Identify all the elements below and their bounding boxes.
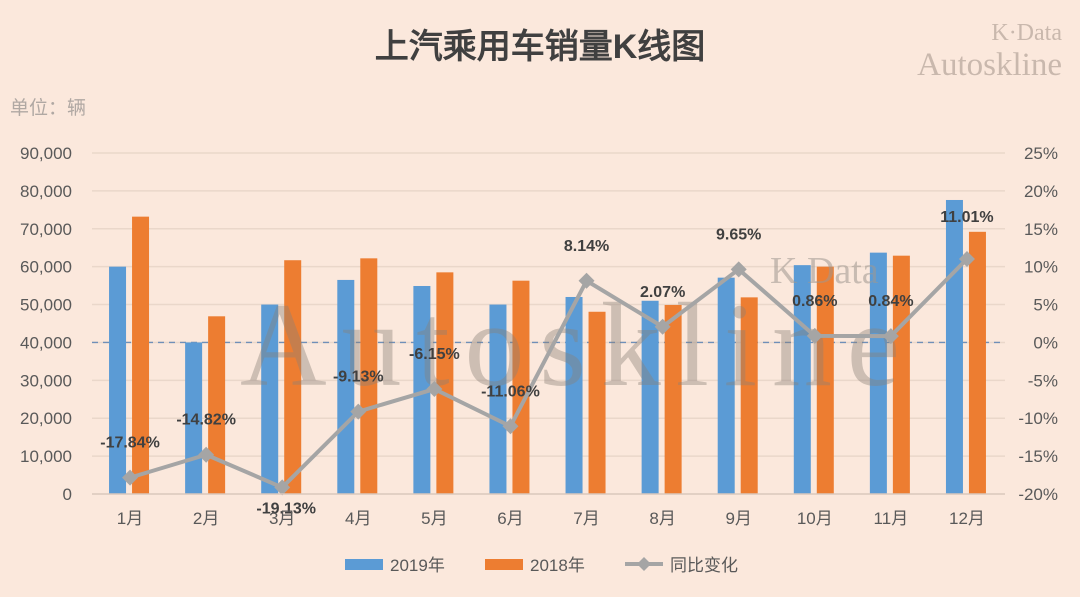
unit-label: 单位：辆: [10, 97, 86, 119]
y-left-tick-label: 40,000: [20, 333, 72, 352]
y-left-tick-label: 70,000: [20, 220, 72, 239]
yoy-line: -17.84% -14.82% -19.13% -9.13% -6.15% -11.06%…: [100, 209, 993, 517]
legend-swatch-2018年: [485, 559, 523, 570]
bar-2019年-1月: [109, 266, 127, 494]
yoy-data-label: 0.86%: [792, 293, 837, 310]
bar-2019年-6月: [489, 304, 507, 494]
yoy-data-label: -14.82%: [176, 412, 236, 429]
x-tick-label: 11月: [874, 509, 909, 528]
yoy-data-label: -6.15%: [409, 346, 460, 363]
x-tick-label: 3月: [269, 509, 295, 528]
yoy-marker-10月: [806, 327, 823, 344]
yoy-marker-1月: [122, 469, 139, 486]
yoy-data-label: 2.07%: [640, 284, 685, 301]
gridlines: [92, 152, 1005, 457]
y-right-tick-label: -15%: [1018, 447, 1058, 466]
y-right-tick-label: -5%: [1028, 371, 1058, 390]
y-left-tick-label: 90,000: [20, 144, 72, 163]
chart-title: 上汽乘用车销量K线图: [375, 28, 706, 66]
y-left-tick-label: 60,000: [20, 258, 72, 277]
y-right-tick-label: 20%: [1024, 182, 1058, 201]
y-left-tick-label: 80,000: [20, 182, 72, 201]
y-left-tick-label: 10,000: [20, 447, 72, 466]
legend-label: 2019年: [390, 556, 445, 575]
axes: 0 10,000 20,000 30,000 40,000 50,000 60,000 70,…: [20, 144, 1058, 528]
watermark-center-kdata: K Data: [770, 250, 879, 292]
yoy-marker-5月: [426, 381, 443, 398]
bars: [109, 199, 986, 495]
yoy-marker-2月: [198, 446, 215, 463]
watermark-corner-autoskline: Autoskline: [917, 47, 1062, 83]
x-tick-label: 10月: [797, 509, 833, 528]
yoy-marker-12月: [958, 251, 975, 268]
yoy-data-label: -9.13%: [333, 369, 384, 386]
y-left-tick-label: 50,000: [20, 296, 72, 315]
yoy-marker-9月: [730, 261, 747, 278]
yoy-data-label: 11.01%: [940, 209, 993, 226]
legend-label: 2018年: [530, 556, 585, 575]
x-tick-label: 2月: [193, 509, 219, 528]
x-tick-label: 5月: [421, 509, 447, 528]
bar-2018年-10月: [816, 266, 834, 494]
y-left-tick-label: 20,000: [20, 409, 72, 428]
bar-2019年-4月: [337, 279, 355, 494]
bar-2019年-11月: [869, 252, 887, 494]
yoy-marker-4月: [350, 403, 367, 420]
yoy-marker-8月: [654, 318, 671, 335]
yoy-marker-6月: [502, 418, 519, 435]
yoy-line-path: [129, 257, 969, 490]
bar-2019年-3月: [261, 304, 279, 494]
legend-swatch-2019年: [345, 559, 383, 570]
bar-2018年-2月: [208, 316, 226, 494]
y-right-tick-label: -10%: [1018, 409, 1058, 428]
y-right-tick-label: 25%: [1024, 144, 1058, 163]
bar-2018年-5月: [436, 272, 454, 494]
yoy-marker-3月: [274, 479, 291, 496]
x-tick-label: 6月: [497, 509, 523, 528]
yoy-data-label: 0.84%: [868, 293, 913, 310]
legend-swatch-diamond: [637, 557, 651, 571]
bar-2018年-4月: [360, 258, 378, 494]
x-tick-label: 7月: [573, 509, 599, 528]
y-right-tick-label: 10%: [1024, 258, 1058, 277]
x-tick-label: 8月: [649, 509, 675, 528]
bar-2018年-11月: [892, 255, 910, 494]
y-left-tick-label: 0: [63, 485, 72, 504]
bar-2019年-7月: [565, 296, 583, 494]
y-right-tick-label: -20%: [1018, 485, 1058, 504]
yoy-data-label: -17.84%: [100, 435, 160, 452]
bar-2018年-9月: [740, 297, 758, 494]
x-tick-label: 1月: [117, 509, 143, 528]
y-left-tick-label: 30,000: [20, 371, 72, 390]
y-right-tick-label: 15%: [1024, 220, 1058, 239]
bar-2018年-3月: [284, 260, 302, 494]
bar-2018年-6月: [512, 280, 530, 494]
bar-2018年-7月: [588, 311, 606, 494]
y-right-tick-label: 5%: [1033, 296, 1058, 315]
bar-2019年-12月: [945, 199, 963, 494]
bar-2019年-9月: [717, 277, 735, 494]
bar-2018年-1月: [132, 216, 150, 495]
x-tick-label: 12月: [949, 509, 985, 528]
legend: 2019年 2018年 同比变化: [345, 556, 738, 575]
yoy-marker-11月: [882, 328, 899, 345]
yoy-data-label: -11.06%: [481, 383, 540, 400]
yoy-data-label: 9.65%: [716, 226, 761, 243]
bar-2019年-8月: [641, 300, 659, 494]
watermark-center-autoskline: Autoskline: [240, 278, 900, 411]
bar-2018年-8月: [664, 304, 682, 494]
x-tick-label: 4月: [345, 509, 371, 528]
x-tick-label: 9月: [725, 509, 751, 528]
legend-label: 同比变化: [670, 556, 738, 575]
yoy-data-label: 8.14%: [564, 238, 609, 255]
yoy-marker-7月: [578, 272, 595, 289]
bar-2018年-12月: [968, 231, 986, 494]
bar-2019年-5月: [413, 285, 431, 494]
yoy-data-label: -19.13%: [256, 500, 316, 517]
y-right-tick-label: 0%: [1033, 333, 1058, 352]
watermark-corner-kdata: K·Data: [991, 20, 1062, 46]
